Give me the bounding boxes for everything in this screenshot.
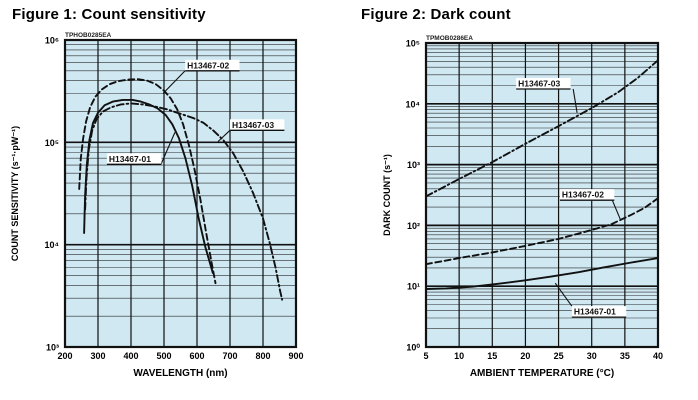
- y-axis-tick: 10⁴: [406, 99, 420, 109]
- x-axis-tick: 40: [653, 351, 663, 361]
- x-axis-tick: 800: [255, 351, 270, 361]
- label-leader-line: [162, 70, 186, 94]
- series-label-H13467-01: H13467-01: [574, 307, 616, 317]
- x-axis-tick: 10: [454, 351, 464, 361]
- y-axis-tick: 10⁵: [406, 39, 420, 49]
- series-label-box: [571, 306, 627, 318]
- y-axis-tick: 10³: [46, 343, 59, 353]
- label-leader-line: [611, 199, 621, 220]
- x-axis-tick: 900: [288, 351, 303, 361]
- figure-count-sensitivity: Figure 1: Count sensitivity H13467-02 H13…: [10, 6, 304, 379]
- series-label-H13467-03: H13467-03: [518, 79, 560, 89]
- series-label-H13467-02: H13467-02: [562, 190, 604, 200]
- x-axis-tick: 300: [90, 351, 105, 361]
- x-axis-tick: 5: [423, 351, 428, 361]
- y-axis-title: COUNT SENSITIVITY (s⁻¹·pW⁻¹): [10, 126, 20, 261]
- x-axis-tick: 400: [123, 351, 138, 361]
- x-axis-tick: 20: [520, 351, 530, 361]
- y-axis-tick: 10⁶: [45, 36, 59, 46]
- curve-H13467-03: [84, 102, 284, 301]
- series-label-box: [559, 189, 615, 201]
- curve-H13467-02: [78, 78, 217, 285]
- plot-area: [65, 40, 296, 347]
- document-code: TPMOB0286EA: [426, 35, 473, 42]
- series-label-box: [230, 119, 285, 131]
- y-axis-tick: 10³: [407, 160, 420, 170]
- figure-title: Figure 1: Count sensitivity: [12, 6, 206, 23]
- series-label-box: [106, 153, 162, 165]
- y-axis-tick: 10¹: [407, 282, 420, 292]
- x-axis-tick: 600: [189, 351, 204, 361]
- curve-H13467-02: [425, 197, 659, 266]
- figure-title: Figure 2: Dark count: [361, 6, 511, 23]
- series-label-box: [185, 59, 240, 72]
- x-axis-title: AMBIENT TEMPERATURE (°C): [470, 368, 614, 379]
- y-axis-tick: 10⁰: [406, 343, 420, 353]
- label-leader-line: [160, 132, 176, 165]
- x-axis-tick: 700: [222, 351, 237, 361]
- x-axis-tick: 25: [554, 351, 564, 361]
- series-label-H13467-02: H13467-02: [187, 60, 229, 70]
- x-axis-title: WAVELENGTH (nm): [133, 368, 227, 379]
- label-leader-line: [572, 88, 578, 113]
- x-axis-tick: 35: [620, 351, 630, 361]
- x-axis-tick: 500: [156, 351, 171, 361]
- count-sensitivity-chart: H13467-02 H13467-03 H13467-01 10³ 10⁴ 10⁵ 10⁶ 2…: [10, 32, 304, 379]
- y-axis-tick: 10⁴: [45, 240, 59, 250]
- x-axis-tick: 200: [57, 351, 72, 361]
- curve-H13467-03: [425, 59, 659, 198]
- series-label-H13467-03: H13467-03: [232, 120, 274, 130]
- series-label-H13467-01: H13467-01: [109, 154, 151, 164]
- y-axis-tick: 10²: [407, 221, 420, 231]
- label-leader-line: [217, 129, 231, 142]
- curve-H13467-01: [425, 257, 659, 290]
- y-axis-title: DARK COUNT (s⁻¹): [382, 154, 392, 236]
- plot-frame: [424, 41, 660, 349]
- plot-area: [426, 43, 658, 347]
- plot-frame: [63, 38, 298, 349]
- label-leader-line: [554, 282, 573, 307]
- x-axis-tick: 15: [487, 351, 497, 361]
- dark-count-chart: H13467-03 H13467-02 H13467-01 10⁰ 10¹ 10² 10³ 1…: [382, 35, 663, 379]
- document-code: TPHOB0285EA: [65, 32, 112, 39]
- y-axis-tick: 10⁵: [45, 138, 59, 148]
- figure-dark-count: Figure 2: Dark count H13467-03 H13467-02 H…: [349, 0, 698, 400]
- series-label-box: [516, 78, 571, 90]
- x-axis-tick: 30: [587, 351, 597, 361]
